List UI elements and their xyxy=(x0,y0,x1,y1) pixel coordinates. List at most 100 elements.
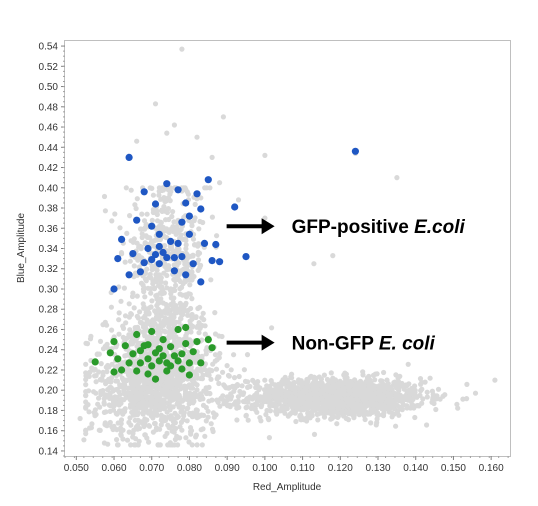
background-point xyxy=(418,381,424,387)
background-point xyxy=(107,385,113,391)
non-gfp-point xyxy=(208,257,216,265)
background-point xyxy=(142,294,148,300)
background-point xyxy=(150,192,156,198)
background-point xyxy=(349,409,355,415)
non-gfp-point xyxy=(216,258,224,266)
background-point xyxy=(111,387,117,393)
background-point xyxy=(396,379,402,385)
background-point xyxy=(81,437,87,443)
background-point xyxy=(210,410,216,416)
background-point xyxy=(97,338,104,344)
background-point xyxy=(126,301,132,307)
non-gfp-point xyxy=(151,200,160,208)
background-point xyxy=(409,396,416,402)
background-point xyxy=(161,328,168,334)
background-point xyxy=(368,420,374,426)
background-point xyxy=(89,421,95,427)
non-gfp-point xyxy=(129,250,137,258)
background-point xyxy=(154,302,160,309)
background-point xyxy=(137,309,143,315)
non-gfp-point xyxy=(197,205,205,213)
background-point xyxy=(132,202,138,208)
background-point xyxy=(311,431,318,437)
background-point xyxy=(133,436,139,442)
background-point xyxy=(155,442,161,448)
background-point xyxy=(156,192,162,198)
background-point xyxy=(245,379,251,385)
background-point xyxy=(158,320,164,326)
non-gfp-point xyxy=(200,239,209,247)
background-point xyxy=(205,408,211,414)
background-point xyxy=(231,375,238,381)
background-point xyxy=(171,262,177,268)
background-point xyxy=(183,237,189,244)
background-point xyxy=(143,233,149,239)
background-point xyxy=(374,371,380,377)
background-point xyxy=(398,396,404,402)
background-point xyxy=(176,394,182,400)
background-point xyxy=(88,425,94,431)
annotation-arrow-head xyxy=(261,334,275,351)
background-point xyxy=(352,383,358,389)
background-point xyxy=(285,380,292,386)
background-point xyxy=(177,291,183,297)
background-point xyxy=(138,280,145,286)
non-gfp-point xyxy=(110,285,118,293)
background-point xyxy=(86,409,92,415)
gfp-positive-point xyxy=(144,370,152,378)
gfp-positive-point xyxy=(163,367,171,375)
background-point xyxy=(77,415,83,422)
background-point xyxy=(116,317,122,323)
background-point xyxy=(83,376,89,383)
background-point xyxy=(169,397,175,403)
background-point xyxy=(199,353,205,359)
non-gfp-point xyxy=(151,251,160,259)
background-point xyxy=(118,396,124,402)
background-point xyxy=(302,387,308,393)
background-point xyxy=(139,211,145,217)
background-point xyxy=(455,405,461,411)
background-point xyxy=(341,391,348,398)
background-point xyxy=(311,261,317,267)
x-tick-label: 0.140 xyxy=(403,463,428,474)
background-point xyxy=(128,339,134,345)
background-point xyxy=(235,383,241,389)
non-gfp-point xyxy=(170,254,178,262)
background-point xyxy=(336,388,342,395)
background-point xyxy=(183,300,189,306)
background-point xyxy=(343,396,349,402)
background-point xyxy=(221,382,227,388)
background-point xyxy=(176,228,182,234)
non-gfp-point xyxy=(155,242,163,251)
background-point xyxy=(394,175,400,181)
background-point xyxy=(169,369,175,375)
background-point xyxy=(262,152,268,158)
background-point xyxy=(285,413,291,419)
background-point xyxy=(83,373,89,379)
background-point xyxy=(166,216,172,223)
background-point xyxy=(142,225,148,231)
background-point xyxy=(158,397,164,403)
non-gfp-point xyxy=(174,239,182,247)
background-point xyxy=(311,381,317,387)
background-point xyxy=(275,391,281,397)
background-point xyxy=(213,366,220,372)
gfp-positive-point xyxy=(182,323,190,332)
background-point xyxy=(460,396,466,402)
background-point xyxy=(248,405,254,412)
gfp-positive-point xyxy=(133,330,141,339)
background-point xyxy=(101,193,108,200)
background-point xyxy=(216,355,222,361)
background-point xyxy=(141,289,147,295)
background-point xyxy=(177,309,183,315)
background-point xyxy=(431,394,437,401)
y-axis-title: Blue_Amplitude xyxy=(16,213,27,283)
background-point xyxy=(389,410,395,416)
background-point xyxy=(98,376,105,382)
gfp-positive-point xyxy=(118,366,126,374)
background-point xyxy=(133,424,139,430)
non-gfp-point xyxy=(140,259,148,267)
background-point xyxy=(134,240,140,246)
background-point xyxy=(143,309,149,315)
background-point xyxy=(86,388,92,394)
